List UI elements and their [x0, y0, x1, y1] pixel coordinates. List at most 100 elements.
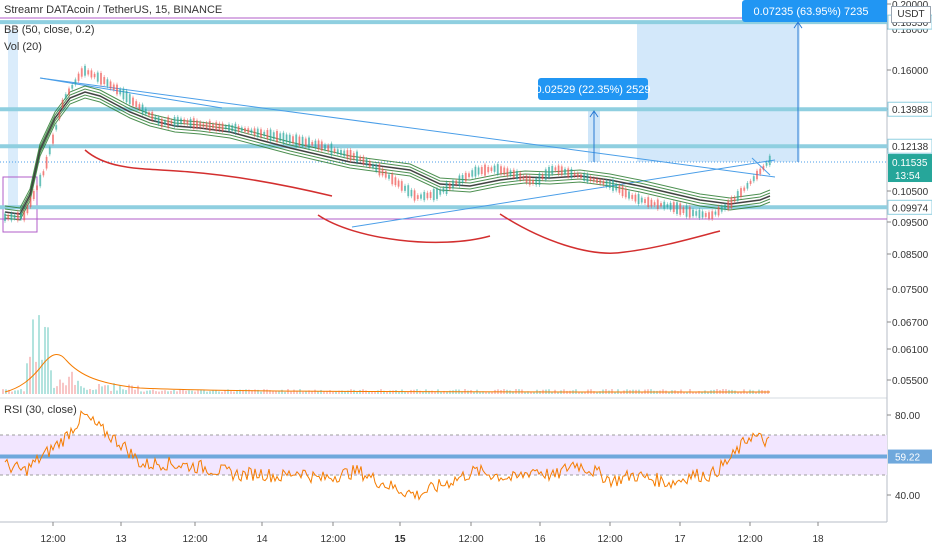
price-candle[interactable] — [679, 203, 682, 215]
volume-bar[interactable] — [8, 389, 10, 394]
volume-bar[interactable] — [443, 390, 445, 394]
price-candle[interactable] — [660, 203, 662, 207]
price-candle[interactable] — [320, 141, 323, 151]
price-candle[interactable] — [224, 125, 227, 130]
volume-bar[interactable] — [2, 389, 4, 394]
volume-bar[interactable] — [101, 386, 103, 394]
price-candle[interactable] — [432, 188, 435, 201]
volume-bar[interactable] — [134, 389, 136, 394]
price-candle[interactable] — [669, 202, 672, 210]
rsi-indicator-label[interactable]: RSI (30, close) — [4, 404, 77, 416]
price-candle[interactable] — [580, 174, 582, 178]
moving-average-line[interactable] — [4, 91, 771, 215]
volume-bar[interactable] — [137, 385, 139, 394]
volume-bar[interactable] — [404, 391, 406, 394]
price-candle[interactable] — [637, 194, 640, 205]
price-candle[interactable] — [55, 125, 58, 130]
volume-bar[interactable] — [248, 389, 250, 394]
price-candle[interactable] — [215, 122, 218, 131]
price-candle[interactable] — [436, 188, 438, 199]
price-candle[interactable] — [656, 199, 659, 210]
volume-bar[interactable] — [614, 391, 616, 394]
price-candle[interactable] — [410, 189, 413, 197]
volume-bar[interactable] — [65, 385, 67, 394]
volume-bar[interactable] — [170, 390, 172, 394]
price-candle[interactable] — [26, 205, 29, 214]
price-candle[interactable] — [740, 188, 742, 197]
price-candle[interactable] — [228, 124, 230, 132]
volume-bar[interactable] — [311, 391, 313, 394]
price-candle[interactable] — [384, 171, 387, 178]
volume-bar[interactable] — [53, 387, 55, 394]
volume-bar[interactable] — [107, 385, 109, 394]
price-candle[interactable] — [186, 120, 189, 125]
price-candle[interactable] — [282, 132, 285, 143]
support-curve[interactable] — [84, 149, 333, 197]
bollinger-band-line[interactable] — [4, 85, 771, 209]
price-candle[interactable] — [64, 94, 67, 99]
price-candle[interactable] — [724, 204, 726, 210]
price-candle[interactable] — [148, 112, 150, 116]
price-candle[interactable] — [554, 167, 557, 171]
price-candle[interactable] — [455, 180, 458, 185]
price-candle[interactable] — [90, 70, 93, 78]
price-candle[interactable] — [452, 180, 454, 189]
price-candle[interactable] — [573, 172, 576, 176]
volume-bar[interactable] — [140, 391, 142, 394]
volume-bar[interactable] — [149, 390, 151, 394]
volume-bar[interactable] — [533, 391, 535, 394]
volume-bar[interactable] — [332, 391, 334, 394]
volume-bar[interactable] — [449, 390, 451, 394]
volume-bar[interactable] — [398, 391, 400, 394]
volume-bar[interactable] — [314, 389, 316, 394]
range-measure-box[interactable] — [637, 22, 800, 162]
volume-bar[interactable] — [32, 319, 34, 394]
price-candle[interactable] — [765, 162, 768, 166]
volume-bar[interactable] — [47, 327, 49, 394]
volume-bar[interactable] — [281, 389, 283, 394]
bollinger-band-line[interactable] — [4, 94, 771, 218]
volume-bar[interactable] — [122, 389, 124, 394]
volume-bar[interactable] — [83, 387, 85, 394]
volume-bar[interactable] — [677, 391, 679, 394]
price-candle[interactable] — [13, 214, 16, 219]
volume-bar[interactable] — [236, 390, 238, 394]
price-candle[interactable] — [144, 108, 147, 115]
volume-bar[interactable] — [686, 391, 688, 394]
volume-bar[interactable] — [485, 391, 487, 394]
volume-bar[interactable] — [41, 359, 43, 394]
price-candle[interactable] — [480, 167, 483, 175]
price-candle[interactable] — [68, 88, 70, 95]
volume-bar[interactable] — [440, 391, 442, 394]
price-candle[interactable] — [151, 111, 154, 121]
volume-bar[interactable] — [584, 391, 586, 394]
volume-bar[interactable] — [29, 356, 31, 394]
price-candle[interactable] — [612, 179, 614, 191]
volume-bar[interactable] — [38, 315, 40, 394]
price-candle[interactable] — [634, 194, 637, 202]
price-candle[interactable] — [71, 84, 74, 89]
volume-bar[interactable] — [254, 389, 256, 394]
volume-bar[interactable] — [566, 390, 568, 394]
price-candle[interactable] — [244, 128, 246, 132]
volume-bar[interactable] — [125, 390, 127, 394]
price-candle[interactable] — [343, 150, 346, 157]
price-candle[interactable] — [644, 199, 646, 204]
volume-bar[interactable] — [341, 390, 343, 394]
price-candle[interactable] — [695, 211, 698, 216]
measure-badge[interactable] — [538, 78, 648, 100]
volume-bar[interactable] — [389, 390, 391, 394]
volume-bar[interactable] — [371, 391, 373, 394]
price-candle[interactable] — [39, 174, 42, 187]
price-candle[interactable] — [496, 164, 499, 175]
price-candle[interactable] — [583, 173, 586, 181]
price-candle[interactable] — [464, 172, 467, 182]
price-candle[interactable] — [512, 169, 515, 178]
price-candle[interactable] — [682, 207, 685, 213]
volume-bar[interactable] — [422, 391, 424, 394]
price-candle[interactable] — [349, 150, 352, 161]
price-candle[interactable] — [340, 149, 342, 156]
price-candle[interactable] — [560, 166, 563, 176]
price-candle[interactable] — [471, 170, 474, 177]
